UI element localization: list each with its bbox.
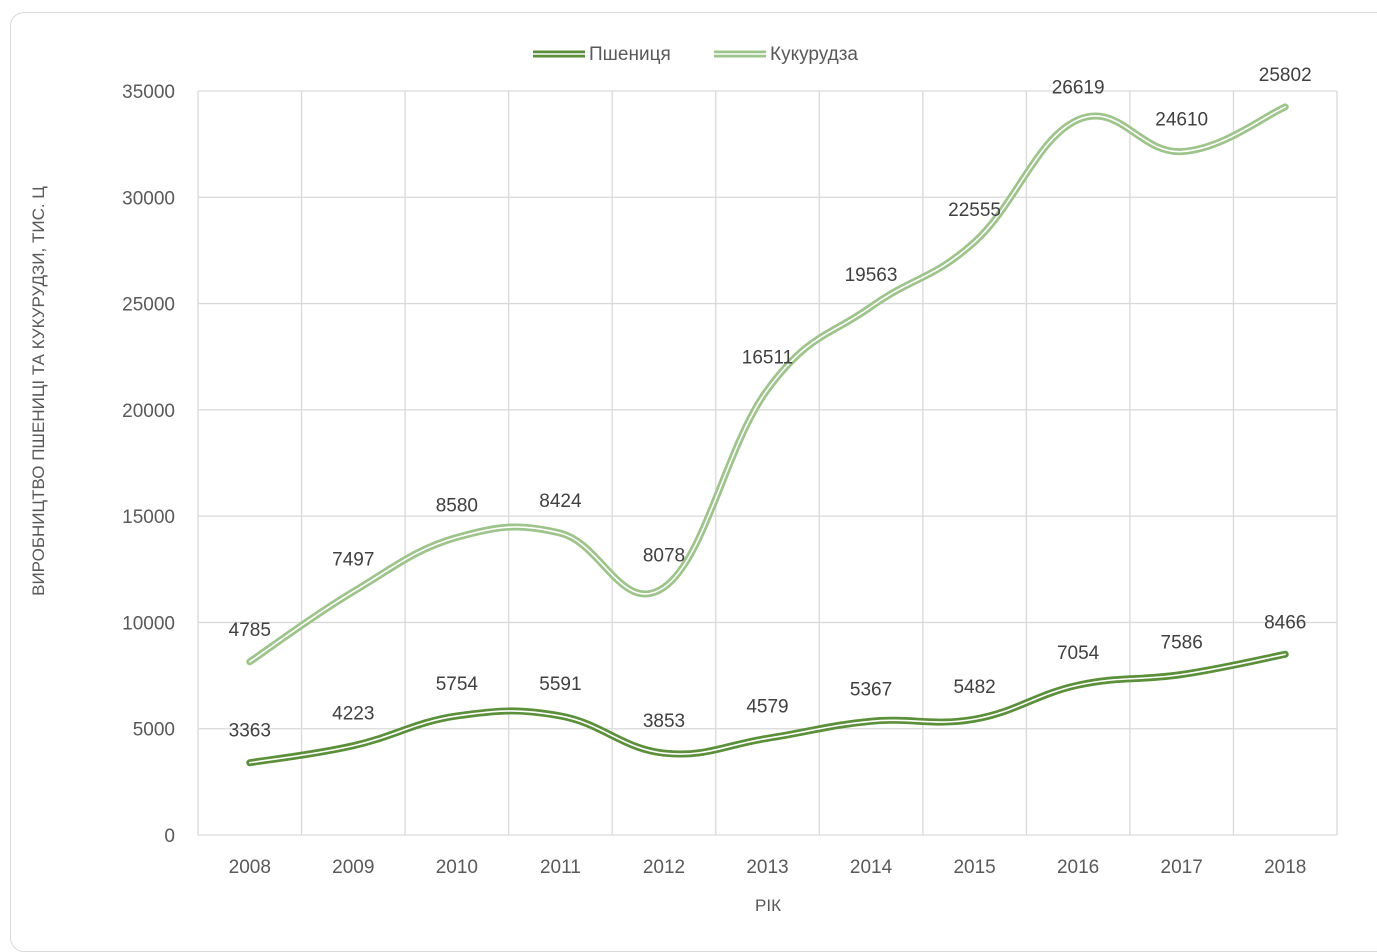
data-label: 3853 [643,711,685,732]
data-label: 4579 [746,696,788,717]
data-label: 5482 [953,677,995,698]
x-tick-label: 2015 [953,857,995,878]
y-tick-label: 20000 [122,401,175,422]
x-tick-label: 2008 [229,857,271,878]
x-tick-label: 2010 [436,857,478,878]
data-label: 4223 [332,704,374,725]
y-tick-label: 0 [164,826,175,847]
x-tick-label: 2017 [1161,857,1203,878]
x-tick-label: 2018 [1264,857,1306,878]
data-label: 4785 [229,620,271,641]
x-tick-label: 2016 [1057,857,1099,878]
data-label: 8466 [1264,612,1306,633]
y-axis-title: ВИРОБНИЦТВО ПШЕНИЦІ ТА КУКУРУДЗИ, ТИС. Ц [29,186,48,596]
data-label: 8424 [539,491,582,512]
data-label: 7054 [1057,643,1100,664]
x-axis-title: РІК [755,896,781,915]
chart-frame [10,12,1377,952]
data-label: 24610 [1155,110,1208,131]
x-axis-ticks: 2008 2009 2010 2011 2012 2013 2014 2015 2016 2017… [229,857,1307,878]
y-tick-label: 10000 [122,613,175,634]
y-tick-label: 30000 [122,188,175,209]
y-tick-label: 5000 [133,720,175,741]
x-tick-label: 2014 [850,857,893,878]
x-tick-label: 2012 [643,857,685,878]
data-label: 3363 [229,721,271,742]
data-label: 8078 [643,545,685,566]
data-label: 25802 [1259,65,1312,86]
data-label: 19563 [845,265,898,286]
line-chart: 0 5000 10000 15000 20000 25000 30000 35000 2008… [29,44,1338,915]
x-tick-label: 2011 [540,857,581,878]
legend-label: Пшениця [589,44,671,65]
legend-item-wheat: Пшениця [533,44,671,65]
series-line-core [248,106,1287,663]
data-labels: 3363 4223 5754 5591 3853 4579 5367 5482 7054 7586… [229,65,1312,742]
data-label: 26619 [1052,78,1105,99]
data-label: 7586 [1161,633,1203,654]
x-tick-label: 2013 [746,857,788,878]
legend: Пшениця Кукурудза [533,44,858,65]
legend-item-corn: Кукурудза [714,44,858,65]
data-label: 16511 [742,348,793,369]
data-label: 5754 [436,674,479,695]
data-label: 22555 [948,200,1001,221]
series-line-core [248,653,1287,764]
y-tick-label: 15000 [122,507,175,528]
data-label: 7497 [332,550,374,571]
y-axis-ticks: 0 5000 10000 15000 20000 25000 30000 35000 [122,82,175,847]
x-tick-label: 2009 [332,857,374,878]
gridlines [197,90,1338,836]
legend-label: Кукурудза [770,44,858,65]
y-tick-label: 35000 [122,82,175,103]
data-label: 8580 [436,495,478,516]
data-label: 5591 [539,674,581,695]
data-label: 5367 [850,679,892,700]
y-tick-label: 25000 [122,295,175,316]
series-lines [246,103,1289,767]
